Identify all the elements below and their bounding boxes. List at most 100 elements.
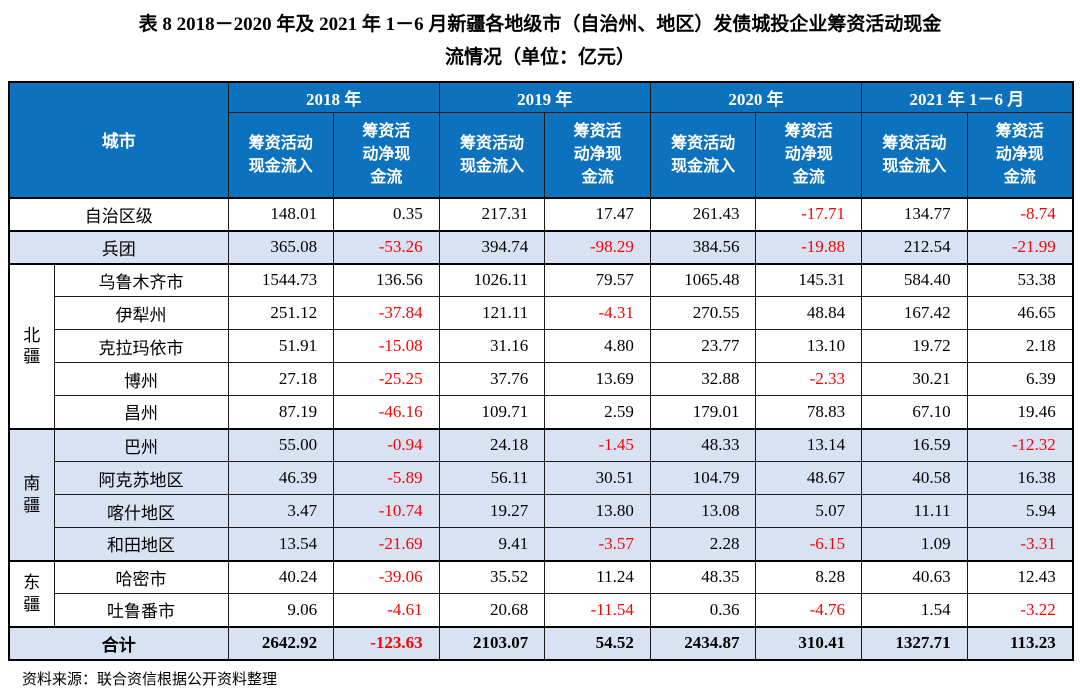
- value-cell: 40.24: [227, 559, 335, 594]
- city-name: 和田地区: [53, 527, 229, 561]
- value-cell: 20.68: [438, 593, 546, 627]
- region-group-label: 北 疆: [8, 262, 55, 429]
- value-cell: -10.74: [333, 494, 440, 528]
- value-cell: -2.33: [755, 362, 863, 396]
- value-cell: -5.89: [333, 461, 440, 495]
- city-name: 博州: [53, 362, 229, 396]
- value-cell: 16.59: [861, 427, 968, 462]
- value-cell: 13.80: [544, 494, 651, 528]
- value-cell: -3.57: [544, 527, 651, 561]
- table-row: 克拉玛依市 51.91 -15.08 31.16 4.80 23.77 13.10 19.72…: [9, 329, 1074, 363]
- value-cell: 3.47: [227, 494, 335, 528]
- value-cell: -53.26: [333, 229, 440, 264]
- value-cell: 145.31: [755, 262, 863, 297]
- value-cell: 79.57: [544, 262, 651, 297]
- value-cell: -8.74: [966, 196, 1074, 231]
- value-cell: 1026.11: [438, 262, 546, 297]
- value-cell: 46.65: [966, 296, 1074, 330]
- value-cell: -98.29: [544, 229, 651, 264]
- value-cell: 13.10: [755, 329, 863, 363]
- value-cell: -25.25: [333, 362, 440, 396]
- value-cell: -21.69: [333, 527, 440, 561]
- netflow-header-2020: 筹资活 动净现 金流: [755, 112, 863, 199]
- table-row: 伊犁州 251.12 -37.84 121.11 -4.31 270.55 48.84 167…: [9, 296, 1074, 330]
- value-cell: -12.32: [966, 427, 1074, 462]
- value-cell: 31.16: [438, 329, 546, 363]
- value-cell: 54.52: [544, 625, 651, 660]
- table-row: 吐鲁番市 9.06 -4.61 20.68 -11.54 0.36 -4.76 1.54 -3.…: [9, 593, 1074, 627]
- value-cell: -11.54: [544, 593, 651, 627]
- value-cell: 12.43: [966, 559, 1074, 594]
- value-cell: 55.00: [227, 427, 335, 462]
- value-cell: -4.76: [755, 593, 863, 627]
- value-cell: 2.59: [544, 395, 651, 429]
- value-cell: -39.06: [333, 559, 440, 594]
- value-cell: 53.38: [966, 262, 1074, 297]
- table-row: 阿克苏地区 46.39 -5.89 56.11 30.51 104.79 48.67 40.5…: [9, 461, 1074, 495]
- value-cell: 9.41: [438, 527, 546, 561]
- value-cell: 30.51: [544, 461, 651, 495]
- year-header-2021h1: 2021 年 1－6 月: [861, 81, 1074, 113]
- value-cell: 5.94: [966, 494, 1074, 528]
- year-header-row: 城市 2018 年 2019 年 2020 年 2021 年 1－6 月: [8, 81, 1074, 198]
- financing-cashflow-table: 城市 2018 年 2019 年 2020 年 2021 年 1－6 月 筹资活…: [8, 80, 1074, 661]
- value-cell: -17.71: [755, 196, 863, 231]
- value-cell: 13.54: [227, 527, 335, 561]
- value-cell: -123.63: [333, 625, 440, 660]
- value-cell: 48.33: [649, 427, 757, 462]
- value-cell: 0.36: [649, 593, 757, 627]
- table-title: 表 8 2018－2020 年及 2021 年 1－6 月新疆各地级市（自治州、…: [138, 14, 942, 69]
- table-row: 东 疆哈密市 40.24 -39.06 35.52 11.24 48.35 8.28 40.6…: [8, 559, 1074, 627]
- value-cell: 1544.73: [227, 262, 335, 297]
- city-name: 哈密市: [53, 559, 229, 594]
- city-name: 喀什地区: [53, 494, 229, 528]
- value-cell: 11.11: [861, 494, 968, 528]
- netflow-header-2018: 筹资活 动净现 金流: [333, 112, 440, 199]
- value-cell: 212.54: [861, 229, 968, 264]
- value-cell: 134.77: [861, 196, 968, 231]
- value-cell: 11.24: [544, 559, 651, 594]
- measure-header-row: 筹资活动 现金流入 筹资活 动净现 金流 筹资活动 现金流入 筹资活 动净现 金…: [9, 112, 1074, 199]
- year-header-2020: 2020 年: [649, 81, 863, 113]
- netflow-header-2021h1: 筹资活 动净现 金流: [966, 112, 1074, 199]
- value-cell: 40.63: [861, 559, 968, 594]
- value-cell: 1065.48: [649, 262, 757, 297]
- value-cell: 109.71: [438, 395, 546, 429]
- table-row: 和田地区 13.54 -21.69 9.41 -3.57 2.28 -6.15 1.09 -3.…: [9, 527, 1074, 561]
- table-row: 南 疆巴州 55.00 -0.94 24.18 -1.45 48.33 13.14 16.59…: [8, 427, 1074, 561]
- value-cell: 179.01: [649, 395, 757, 429]
- table-row: 昌州 87.19 -46.16 109.71 2.59 179.01 78.83 67.10 1…: [9, 395, 1074, 429]
- value-cell: 217.31: [438, 196, 546, 231]
- value-cell: 30.21: [861, 362, 968, 396]
- table-row: 合计 2642.92 -123.63 2103.07 54.52 2434.87 310.4…: [8, 625, 1074, 660]
- table-row: 兵团 365.08 -53.26 394.74 -98.29 384.56 -19.88 21…: [8, 229, 1074, 264]
- value-cell: 27.18: [227, 362, 335, 396]
- value-cell: 16.38: [966, 461, 1074, 495]
- value-cell: 32.88: [649, 362, 757, 396]
- city-name: 自治区级: [8, 196, 229, 231]
- table-row: 自治区级 148.01 0.35 217.31 17.47 261.43 -17.71 134…: [8, 196, 1074, 231]
- city-name: 昌州: [53, 395, 229, 429]
- value-cell: 104.79: [649, 461, 757, 495]
- inflow-header-2021h1: 筹资活动 现金流入: [861, 112, 968, 199]
- value-cell: 261.43: [649, 196, 757, 231]
- region-group-label: 东 疆: [8, 559, 55, 627]
- value-cell: 113.23: [966, 625, 1074, 660]
- value-cell: 40.58: [861, 461, 968, 495]
- value-cell: 136.56: [333, 262, 440, 297]
- value-cell: 51.91: [227, 329, 335, 363]
- value-cell: 0.35: [333, 196, 440, 231]
- inflow-header-2019: 筹资活动 现金流入: [438, 112, 546, 199]
- value-cell: -46.16: [333, 395, 440, 429]
- value-cell: 4.80: [544, 329, 651, 363]
- value-cell: -3.31: [966, 527, 1074, 561]
- value-cell: 1.54: [861, 593, 968, 627]
- value-cell: 19.46: [966, 395, 1074, 429]
- city-name: 伊犁州: [53, 296, 229, 330]
- value-cell: 78.83: [755, 395, 863, 429]
- city-name: 克拉玛依市: [53, 329, 229, 363]
- value-cell: 48.35: [649, 559, 757, 594]
- city-name: 合计: [8, 625, 229, 660]
- value-cell: 384.56: [649, 229, 757, 264]
- value-cell: 2.18: [966, 329, 1074, 363]
